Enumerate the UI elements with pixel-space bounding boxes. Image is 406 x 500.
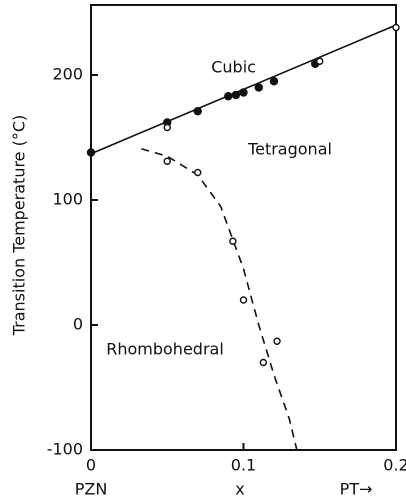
x-tick-label: 0.1: [231, 456, 256, 475]
x-end-label: PZN: [75, 480, 108, 499]
data-point: [229, 237, 237, 245]
phase-label: Cubic: [211, 58, 256, 77]
y-tick-label: 100: [52, 190, 83, 209]
x-end-label: PT→: [340, 480, 373, 499]
y-tick-label: 0: [73, 315, 83, 334]
boundary-line: [141, 147, 298, 451]
data-point: [239, 296, 248, 304]
data-point: [273, 337, 281, 345]
data-point: [194, 168, 202, 177]
x-axis-label: x: [235, 480, 244, 499]
data-point: [269, 77, 279, 86]
data-point: [316, 57, 324, 65]
data-point: [193, 107, 202, 116]
data-point: [392, 23, 400, 32]
x-tick-label: 0: [86, 456, 96, 475]
phase-label: Tetragonal: [247, 140, 332, 159]
data-point: [239, 88, 248, 97]
phase-label: Rhombohedral: [106, 340, 224, 359]
data-point: [259, 358, 268, 367]
x-tick-label: 0.2: [383, 456, 406, 475]
data-point: [163, 157, 171, 165]
data-point: [254, 83, 263, 92]
data-point: [231, 90, 241, 100]
data-point: [163, 123, 171, 132]
y-axis-label: Transition Temperature (°C): [10, 115, 29, 337]
data-point: [86, 148, 96, 157]
data-point: [224, 92, 233, 101]
y-tick-label: 200: [52, 65, 83, 84]
y-tick-label: -100: [47, 440, 83, 459]
